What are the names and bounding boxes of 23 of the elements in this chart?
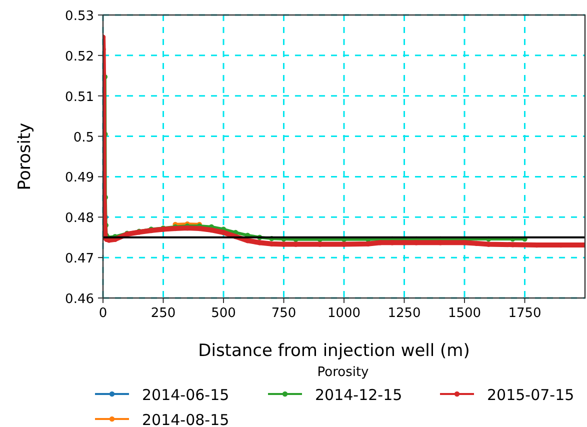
legend-title: Porosity <box>317 365 370 380</box>
y-tick-label: 0.49 <box>65 170 94 186</box>
x-tick-label: 0 <box>98 306 108 321</box>
x-tick-label: 1250 <box>388 306 421 321</box>
y-tick-label: 0.46 <box>65 292 94 307</box>
y-axis-title: Porosity <box>15 122 35 190</box>
y-tick-label: 0.52 <box>65 49 94 64</box>
x-tick-label: 1500 <box>448 306 482 321</box>
x-tick-label: 750 <box>271 306 296 321</box>
y-tick-label: 0.47 <box>65 252 94 267</box>
y-tick-label: 0.48 <box>65 211 94 226</box>
y-tick-label: 0.51 <box>65 90 94 105</box>
x-tick-label: 1750 <box>508 306 542 321</box>
y-tick-label: 0.53 <box>65 9 94 24</box>
legend-label: 2014-12-15 <box>315 386 402 404</box>
x-tick-label: 500 <box>211 306 236 321</box>
legend-label: 2014-08-15 <box>142 411 230 427</box>
x-tick-label: 1000 <box>327 306 361 321</box>
x-axis-title: Distance from injection well (m) <box>198 341 470 361</box>
x-tick-label: 250 <box>150 306 176 321</box>
legend-label: 2014-06-15 <box>142 386 230 404</box>
legend-label: 2015-07-15 <box>487 386 574 404</box>
y-tick-label: 0.5 <box>73 130 94 146</box>
